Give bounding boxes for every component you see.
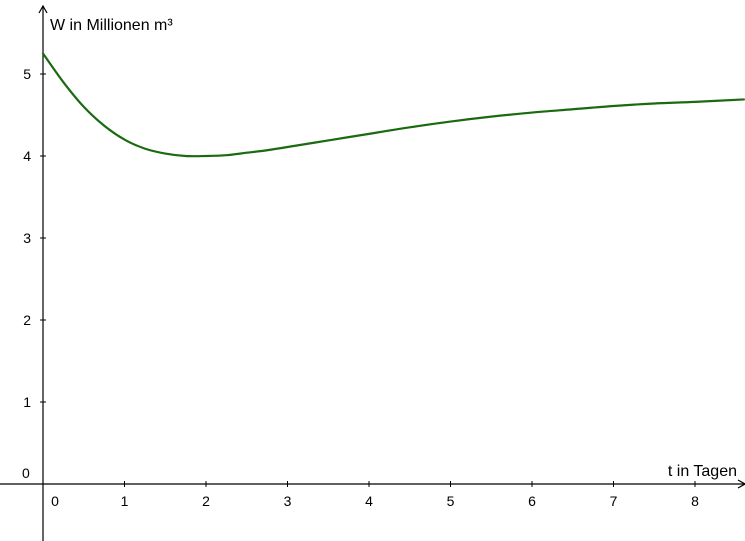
- x-tick-label: 2: [202, 493, 210, 509]
- y-tick-label: 5: [23, 66, 31, 82]
- y-axis-label: W in Millionen m³: [50, 17, 173, 34]
- x-tick-label: 4: [365, 493, 373, 509]
- x-axis-arrow: [737, 479, 745, 489]
- x-tick-label: 3: [284, 493, 292, 509]
- x-tick-label: 8: [691, 493, 699, 509]
- series-line: [41, 52, 745, 158]
- y-axis-arrow: [38, 4, 48, 14]
- origin-label: 0: [22, 465, 30, 481]
- x-ticks: 0 1 2 3 4 5 6 7 8: [51, 481, 699, 509]
- x-tick-label: 0: [51, 493, 59, 509]
- x-tick-label: 1: [121, 493, 129, 509]
- y-ticks: 1 2 3 4 5: [23, 66, 46, 410]
- y-tick-label: 4: [23, 148, 31, 164]
- y-tick-label: 2: [23, 312, 31, 328]
- y-tick-label: 3: [23, 230, 31, 246]
- x-axis-label: t in Tagen: [668, 463, 737, 480]
- axes: [0, 4, 745, 541]
- x-tick-label: 5: [447, 493, 455, 509]
- y-tick-label: 1: [23, 394, 31, 410]
- x-tick-label: 7: [610, 493, 618, 509]
- x-tick-label: 6: [528, 493, 536, 509]
